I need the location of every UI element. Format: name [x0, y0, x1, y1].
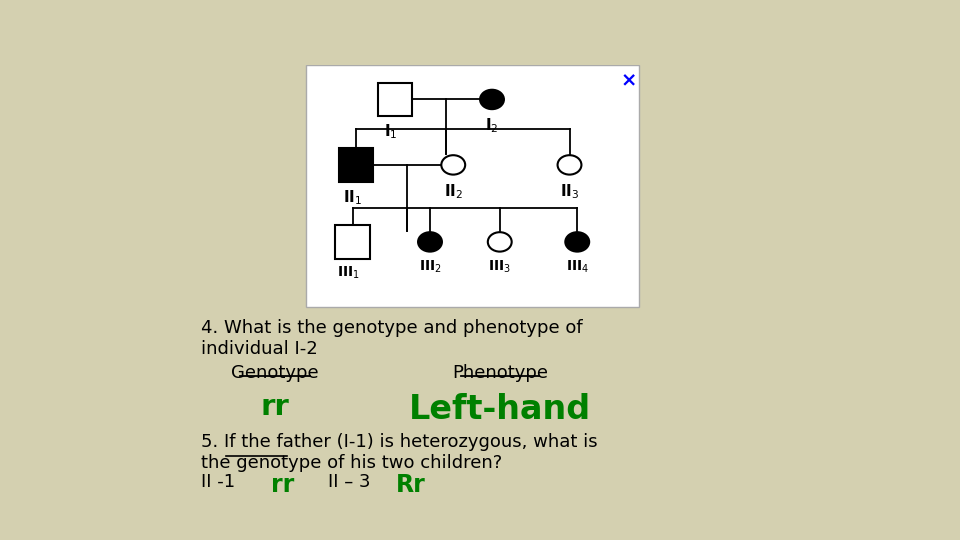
Ellipse shape	[480, 90, 504, 109]
Ellipse shape	[442, 155, 466, 174]
Text: rr: rr	[271, 473, 295, 497]
Text: Rr: Rr	[396, 473, 425, 497]
Text: $\mathbf{I}_1$: $\mathbf{I}_1$	[384, 123, 398, 141]
Text: ×: ×	[620, 71, 636, 90]
Text: $\mathbf{II}_3$: $\mathbf{II}_3$	[560, 182, 579, 200]
Text: $\mathbf{III}_4$: $\mathbf{III}_4$	[565, 259, 588, 275]
Bar	[378, 83, 412, 117]
Text: $\mathbf{I}_2$: $\mathbf{I}_2$	[485, 117, 499, 135]
Text: II -1: II -1	[202, 473, 235, 491]
Text: Phenotype: Phenotype	[452, 363, 548, 382]
Ellipse shape	[488, 232, 512, 252]
Bar	[339, 148, 373, 182]
Bar	[335, 225, 370, 259]
Text: $\mathbf{II}_1$: $\mathbf{II}_1$	[343, 188, 362, 207]
Text: rr: rr	[260, 393, 289, 421]
Text: $\mathbf{II}_2$: $\mathbf{II}_2$	[444, 182, 463, 200]
Text: $\mathbf{III}_1$: $\mathbf{III}_1$	[337, 265, 360, 281]
Text: $\mathbf{III}_3$: $\mathbf{III}_3$	[489, 259, 512, 275]
Text: 4. What is the genotype and phenotype of
individual I-2: 4. What is the genotype and phenotype of…	[202, 319, 583, 357]
Text: II – 3: II – 3	[327, 473, 371, 491]
Text: Left-hand: Left-hand	[409, 393, 590, 426]
Ellipse shape	[558, 155, 582, 174]
Bar	[306, 65, 639, 307]
Text: 5. If the father (I-1) is heterozygous, what is
the genotype of his two children: 5. If the father (I-1) is heterozygous, …	[202, 433, 598, 471]
Text: $\mathbf{III}_2$: $\mathbf{III}_2$	[419, 259, 442, 275]
Ellipse shape	[565, 232, 589, 252]
Ellipse shape	[418, 232, 442, 252]
Text: Genotype: Genotype	[231, 363, 319, 382]
